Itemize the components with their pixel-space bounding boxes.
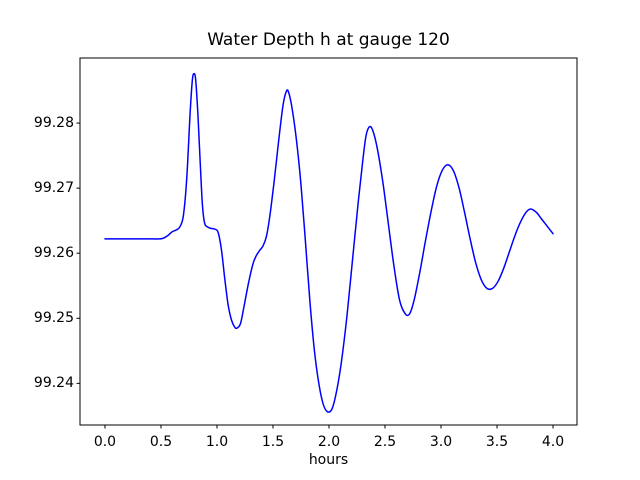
x-tick-label: 0.0 [93, 434, 117, 450]
chart-title: Water Depth h at gauge 120 [207, 30, 450, 50]
x-tick-label: 4.0 [541, 434, 565, 450]
x-tick-label: 3.5 [485, 434, 509, 450]
x-tick-label: 1.5 [261, 434, 285, 450]
x-tick-label: 3.0 [429, 434, 453, 450]
data-line-water-depth-h [104, 72, 554, 413]
y-tick-label: 99.26 [33, 245, 74, 262]
x-tick-label: 2.5 [373, 434, 397, 450]
y-tick-label: 99.28 [33, 115, 74, 132]
y-tick-label: 99.24 [33, 375, 74, 392]
y-tick-label: 99.27 [33, 180, 74, 197]
axes-spines [79, 57, 578, 426]
x-tick-label: 2.0 [317, 434, 341, 450]
x-axis-label: hours [308, 452, 349, 468]
x-tick-label: 0.5 [149, 434, 173, 450]
y-tick-label: 99.25 [33, 310, 74, 327]
x-tick-label: 1.0 [205, 434, 229, 450]
